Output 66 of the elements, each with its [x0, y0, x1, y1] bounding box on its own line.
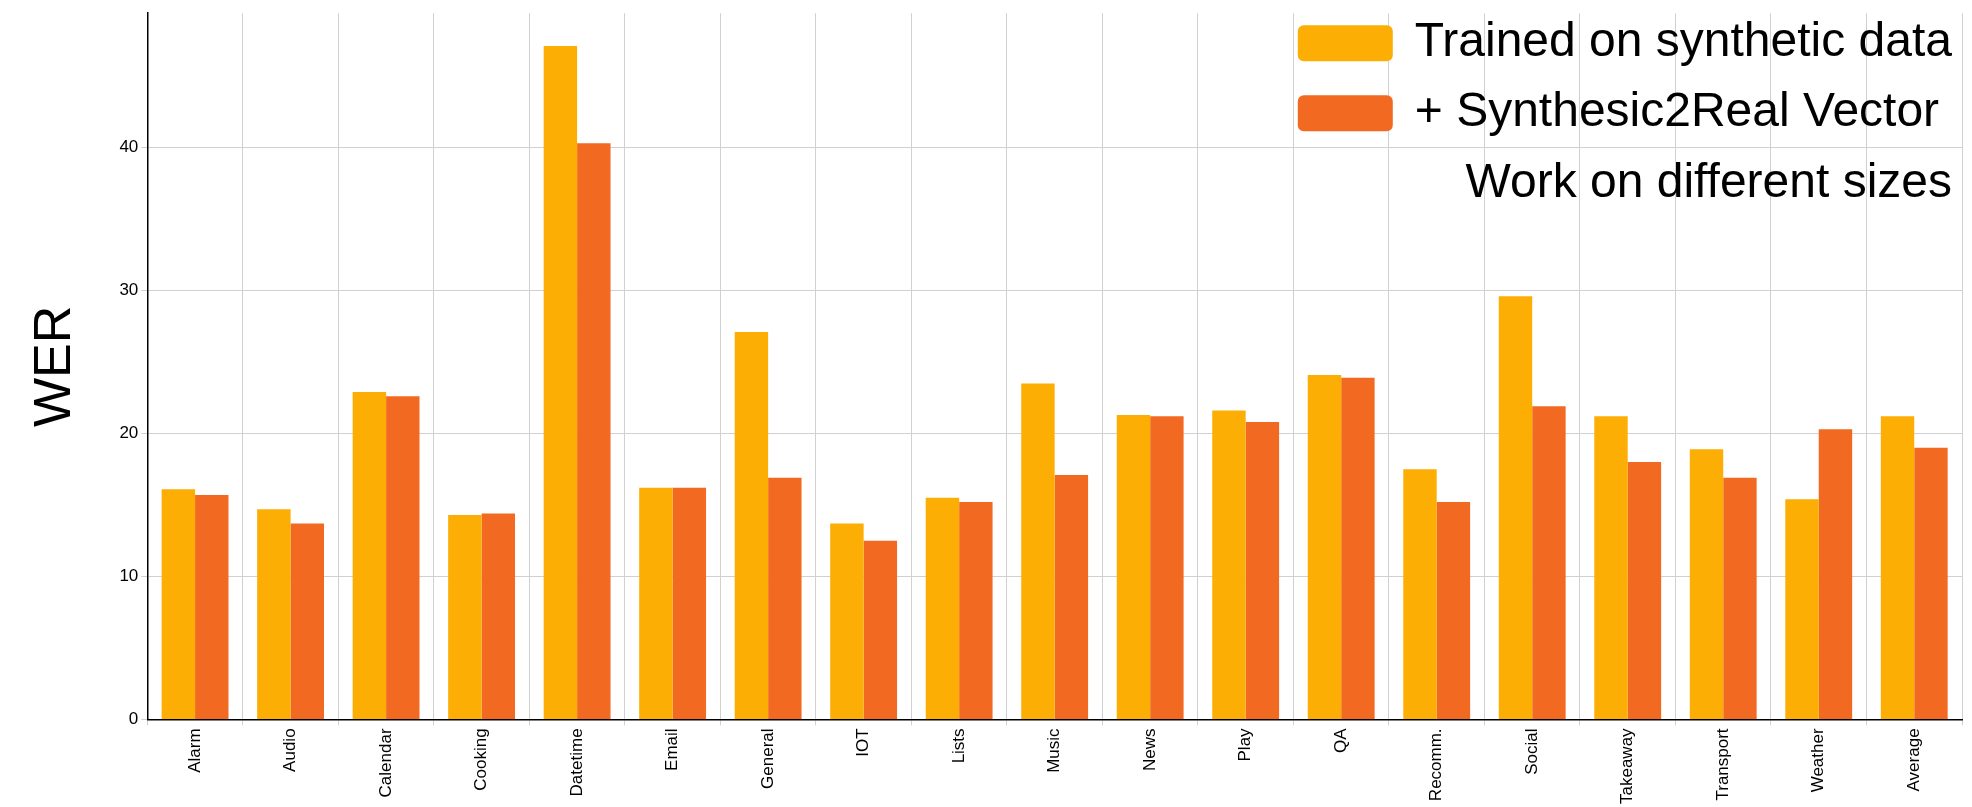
bar [1245, 422, 1280, 719]
bar [161, 489, 196, 719]
bar [352, 392, 387, 719]
x-tick-label: QA [1330, 727, 1350, 753]
bar [577, 143, 611, 719]
x-tick-label: Alarm [184, 728, 204, 773]
bar [1532, 406, 1566, 719]
bar [768, 477, 802, 719]
y-axis-title: WER [22, 305, 81, 427]
x-tick-label: Datetime [566, 728, 586, 797]
y-tick-label: 30 [119, 280, 139, 300]
x-tick-label: Lists [948, 728, 968, 764]
bar [1116, 414, 1151, 719]
bar [639, 487, 673, 719]
bar [1689, 449, 1724, 719]
annotation: Work on different sizes [1465, 154, 1952, 208]
bar [1914, 447, 1948, 719]
bar [1436, 502, 1471, 719]
bar [959, 502, 993, 719]
x-tick-label: Social [1521, 728, 1541, 775]
y-tick-label: 40 [119, 137, 139, 157]
bar [1212, 410, 1246, 719]
bar [863, 540, 898, 719]
x-tick-label: Takeaway [1617, 727, 1637, 805]
bar [448, 514, 482, 719]
x-tick-label: Transport [1712, 728, 1732, 801]
x-tick-label: Music [1044, 727, 1064, 773]
x-tick-label: General [757, 728, 777, 789]
x-tick-label: Calendar [375, 728, 395, 798]
bar [1307, 374, 1342, 719]
x-tick-label: Weather [1808, 728, 1828, 793]
bar [1880, 416, 1915, 719]
bar [830, 523, 864, 719]
x-tick-label: Play [1235, 727, 1255, 762]
bar [1341, 377, 1375, 719]
x-tick-label: IOT [853, 728, 873, 757]
bar [481, 513, 516, 719]
x-tick-label: Email [662, 728, 682, 771]
x-tick-label: Cooking [471, 728, 491, 791]
legend-label: Trained on synthetic data [1414, 13, 1953, 67]
bar [543, 46, 578, 719]
bar [925, 497, 960, 719]
y-tick-label: 10 [119, 566, 139, 586]
x-tick-label: Audio [280, 728, 300, 772]
bar [1627, 462, 1662, 719]
bar [1594, 416, 1628, 719]
bar [290, 523, 324, 719]
bar [1498, 296, 1533, 719]
bar [1723, 477, 1757, 719]
bar [734, 331, 769, 719]
bar [257, 509, 291, 719]
bar [1785, 499, 1819, 719]
bar [1021, 383, 1055, 719]
bar [1150, 416, 1184, 719]
bar [1054, 474, 1089, 719]
legend-label: + Synthesic2Real Vector [1414, 83, 1940, 137]
bar [386, 396, 420, 719]
bar [1818, 429, 1853, 719]
y-tick-label: 20 [119, 423, 139, 443]
bar [672, 487, 707, 719]
x-tick-label: Recomm. [1426, 728, 1446, 802]
bar [195, 494, 229, 719]
x-tick-label: News [1139, 728, 1159, 771]
y-tick-label: 0 [128, 709, 139, 729]
bar [1403, 469, 1437, 719]
x-tick-label: Average [1903, 728, 1923, 792]
